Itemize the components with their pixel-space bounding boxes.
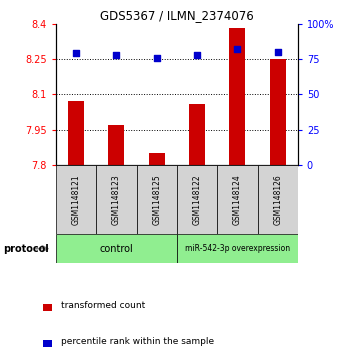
Point bbox=[194, 52, 200, 58]
Bar bbox=[270, 59, 286, 165]
Text: miR-542-3p overexpression: miR-542-3p overexpression bbox=[185, 244, 290, 253]
Bar bbox=[177, 234, 298, 263]
Point bbox=[73, 50, 79, 56]
Bar bbox=[56, 165, 96, 234]
Bar bbox=[68, 101, 84, 165]
Bar bbox=[217, 165, 257, 234]
Text: GSM1148126: GSM1148126 bbox=[273, 174, 282, 225]
Bar bbox=[136, 165, 177, 234]
Text: control: control bbox=[100, 244, 133, 254]
Text: percentile rank within the sample: percentile rank within the sample bbox=[61, 337, 214, 346]
Point bbox=[275, 49, 280, 55]
Bar bbox=[56, 234, 177, 263]
Point bbox=[235, 46, 240, 52]
Bar bbox=[189, 104, 205, 165]
Text: protocol: protocol bbox=[4, 244, 49, 254]
Text: GSM1148121: GSM1148121 bbox=[71, 174, 81, 225]
Point bbox=[154, 55, 160, 61]
Bar bbox=[43, 304, 52, 311]
Bar bbox=[149, 153, 165, 165]
Bar bbox=[229, 28, 245, 165]
Text: transformed count: transformed count bbox=[61, 301, 145, 310]
Bar bbox=[43, 340, 52, 347]
Bar bbox=[108, 125, 125, 165]
Title: GDS5367 / ILMN_2374076: GDS5367 / ILMN_2374076 bbox=[100, 9, 254, 23]
Bar bbox=[177, 165, 217, 234]
Text: GSM1148125: GSM1148125 bbox=[152, 174, 161, 225]
Text: GSM1148122: GSM1148122 bbox=[192, 174, 201, 225]
Bar bbox=[96, 165, 136, 234]
Text: GSM1148123: GSM1148123 bbox=[112, 174, 121, 225]
Point bbox=[114, 52, 119, 58]
Bar bbox=[257, 165, 298, 234]
Text: GSM1148124: GSM1148124 bbox=[233, 174, 242, 225]
